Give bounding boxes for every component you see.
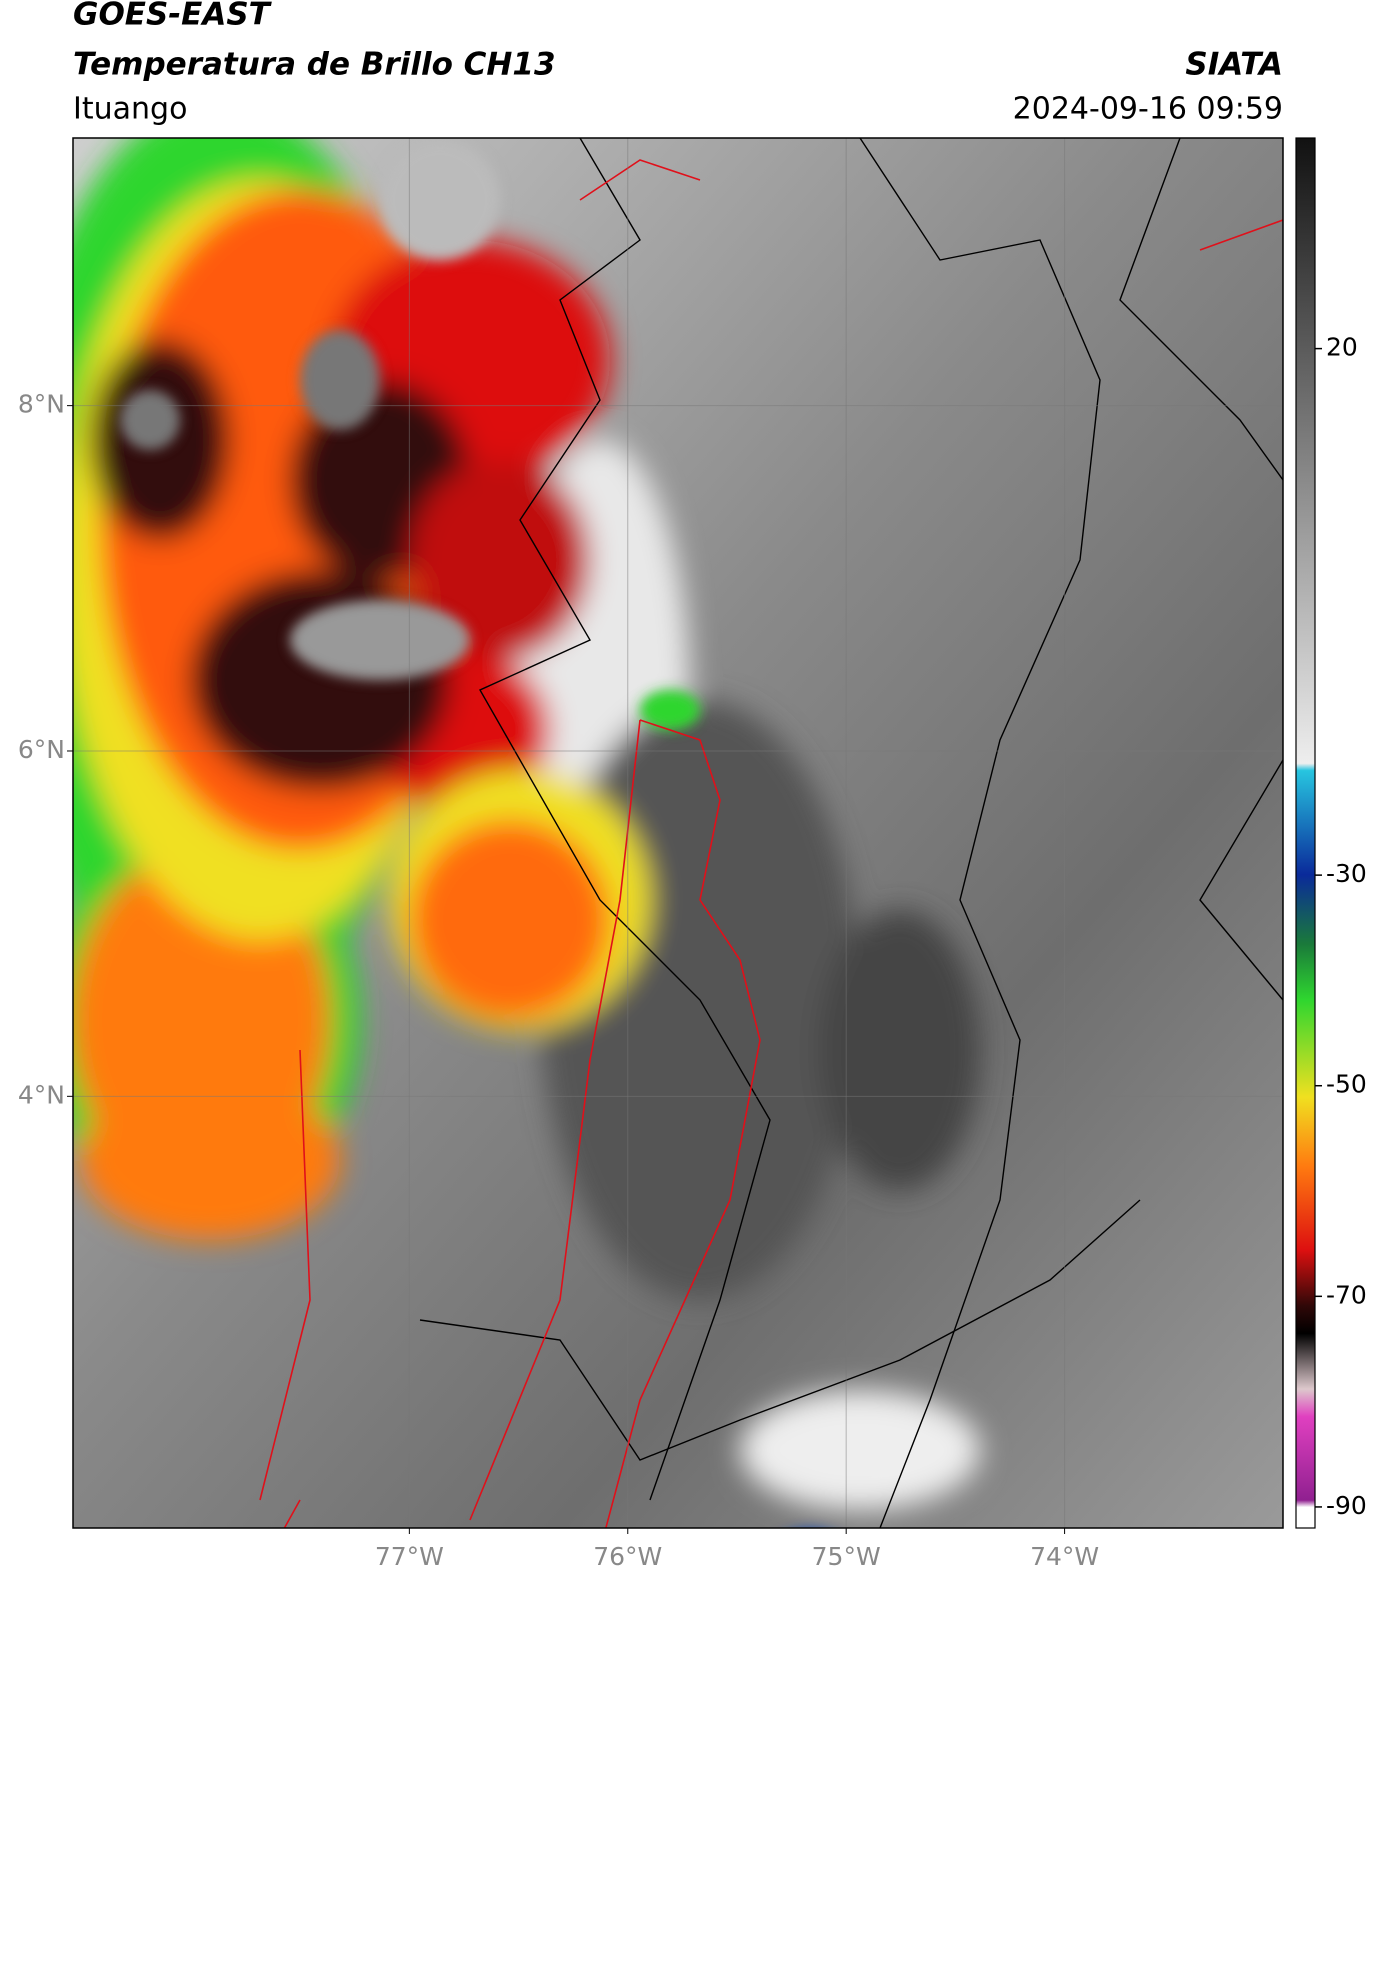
map-frame (72, 137, 1284, 1529)
lat-label: 4°N (18, 1080, 65, 1109)
colorbar-label: -50 (1326, 1070, 1367, 1099)
datetime: 2024-09-16 09:59 (1013, 92, 1283, 127)
imagery (73, 138, 1283, 1528)
colorbar-label: -70 (1326, 1280, 1367, 1309)
lon-label: 74°W (1030, 1542, 1099, 1571)
lat-label: 6°N (18, 735, 65, 764)
location: Ituango (73, 92, 187, 127)
lon-label: 75°W (812, 1542, 881, 1571)
colorbar-label: 20 (1326, 333, 1358, 362)
agency: SIATA (1185, 47, 1283, 83)
lon-label: 76°W (593, 1542, 662, 1571)
satellite: GOES-EAST (73, 0, 273, 33)
colorbar-label: -90 (1326, 1491, 1367, 1520)
lon-label: 77°W (375, 1542, 444, 1571)
product: Temperatura de Brillo CH13 (73, 47, 556, 83)
colorbar-label: -30 (1326, 859, 1367, 888)
colorbar (1295, 137, 1316, 1529)
lat-label: 8°N (18, 390, 65, 419)
graticule (73, 138, 1283, 1528)
